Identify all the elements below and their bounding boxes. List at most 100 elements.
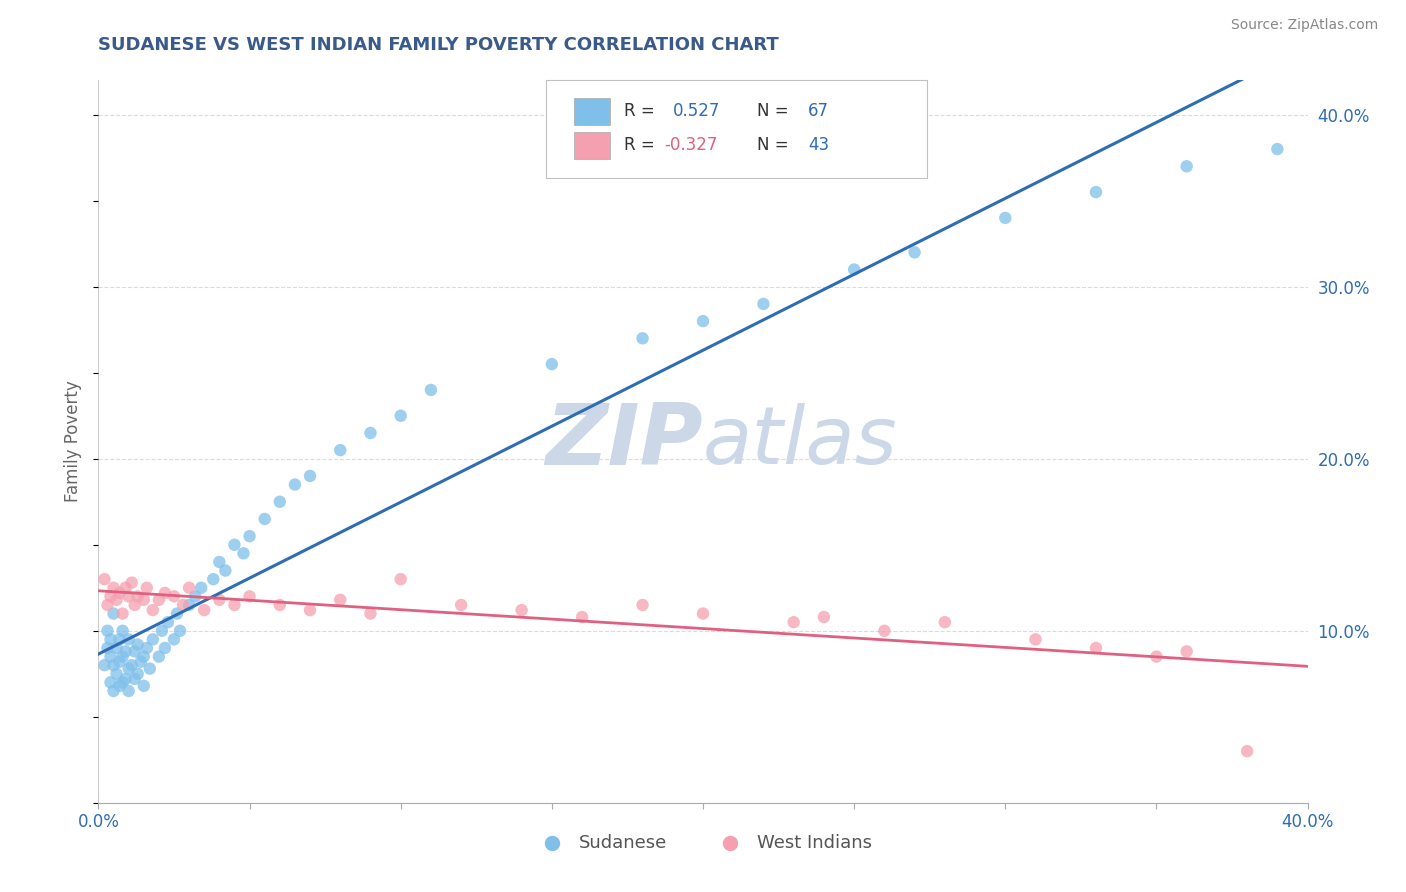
Point <box>93 572 115 586</box>
Point <box>105 666 128 681</box>
Point <box>103 684 125 698</box>
Point <box>571 610 593 624</box>
Point <box>329 443 352 458</box>
Text: -0.327: -0.327 <box>664 136 717 154</box>
Point <box>813 610 835 624</box>
Point <box>135 640 157 655</box>
Point <box>124 644 146 658</box>
Point <box>153 640 176 655</box>
Point <box>450 598 472 612</box>
Point <box>1085 185 1108 199</box>
Point <box>239 529 262 543</box>
Point <box>1267 142 1289 156</box>
Point <box>179 581 201 595</box>
Point <box>100 649 122 664</box>
Point <box>100 675 122 690</box>
Point <box>127 590 149 604</box>
FancyBboxPatch shape <box>546 80 927 178</box>
Point <box>540 357 562 371</box>
Point <box>114 672 136 686</box>
Point <box>103 607 125 621</box>
Point <box>169 624 191 638</box>
Point <box>253 512 276 526</box>
Text: SUDANESE VS WEST INDIAN FAMILY POVERTY CORRELATION CHART: SUDANESE VS WEST INDIAN FAMILY POVERTY C… <box>98 36 779 54</box>
Point <box>1175 644 1198 658</box>
Point <box>96 598 118 612</box>
Point <box>1024 632 1046 647</box>
Point <box>692 607 714 621</box>
Point <box>631 598 654 612</box>
Point <box>232 546 254 560</box>
Point <box>172 598 194 612</box>
Point <box>873 624 896 638</box>
Point <box>124 598 146 612</box>
Point <box>299 603 322 617</box>
Point <box>389 409 412 423</box>
Point <box>127 666 149 681</box>
Point <box>111 607 134 621</box>
Point <box>166 607 188 621</box>
Point <box>224 598 246 612</box>
Text: 0.527: 0.527 <box>673 103 720 120</box>
Point <box>108 655 131 669</box>
Point <box>752 297 775 311</box>
Point <box>208 592 231 607</box>
Point <box>150 624 173 638</box>
Point <box>111 649 134 664</box>
Point <box>1236 744 1258 758</box>
Point <box>121 575 143 590</box>
Point <box>631 331 654 345</box>
Point <box>1175 159 1198 173</box>
Point <box>108 679 131 693</box>
Point <box>783 615 806 630</box>
Point <box>93 658 115 673</box>
Text: Source: ZipAtlas.com: Source: ZipAtlas.com <box>1230 18 1378 32</box>
Point <box>114 644 136 658</box>
Point <box>108 632 131 647</box>
Point <box>139 662 162 676</box>
Point <box>142 632 165 647</box>
Text: ZIP: ZIP <box>546 400 703 483</box>
Point <box>269 494 291 508</box>
Point <box>100 632 122 647</box>
Text: N =: N = <box>758 103 794 120</box>
Point <box>1144 649 1167 664</box>
Point <box>214 564 236 578</box>
Point <box>124 672 146 686</box>
Point <box>142 603 165 617</box>
Y-axis label: Family Poverty: Family Poverty <box>65 381 83 502</box>
Point <box>994 211 1017 225</box>
Point <box>96 624 118 638</box>
Point <box>129 655 152 669</box>
Point <box>148 649 170 664</box>
Point <box>904 245 927 260</box>
Point <box>96 640 118 655</box>
Point <box>118 590 141 604</box>
Point <box>224 538 246 552</box>
Point <box>934 615 956 630</box>
Point <box>127 638 149 652</box>
Point <box>179 598 201 612</box>
Text: 43: 43 <box>808 136 830 154</box>
Point <box>111 624 134 638</box>
Point <box>193 603 215 617</box>
Text: R =: R = <box>624 103 661 120</box>
Point <box>108 586 131 600</box>
Point <box>156 615 179 630</box>
Point <box>118 632 141 647</box>
Text: R =: R = <box>624 136 661 154</box>
Point <box>208 555 231 569</box>
Text: N =: N = <box>758 136 794 154</box>
Point <box>692 314 714 328</box>
Point <box>844 262 866 277</box>
Point <box>103 658 125 673</box>
Point <box>118 662 141 676</box>
Point <box>132 592 155 607</box>
Point <box>1085 640 1108 655</box>
Point <box>105 592 128 607</box>
Point <box>153 586 176 600</box>
Point <box>190 581 212 595</box>
Text: 67: 67 <box>808 103 830 120</box>
Point <box>105 640 128 655</box>
Point <box>329 592 352 607</box>
